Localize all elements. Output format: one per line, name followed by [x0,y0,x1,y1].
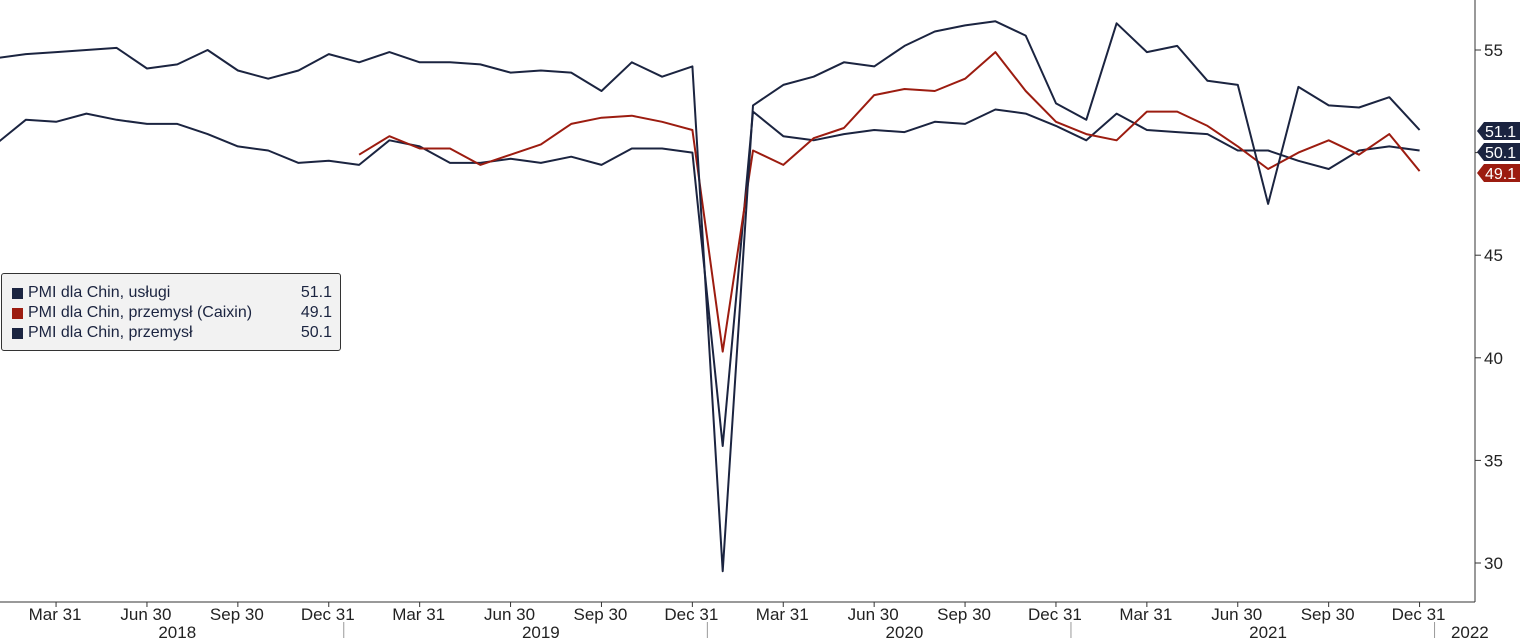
x-tick-label: Dec 31 [1392,605,1446,624]
x-year-label: 2022 [1451,623,1489,638]
x-tick-label: Mar 31 [1119,605,1172,624]
x-tick-label: Dec 31 [301,605,355,624]
badge-value: 49.1 [1485,166,1516,183]
y-tick-label: 35 [1484,451,1503,470]
x-year-label: 2019 [522,623,560,638]
series-line-0 [0,20,1421,573]
badge-shape [1477,143,1520,161]
x-tick-label: Mar 31 [756,605,809,624]
last-value-badge-1: 49.1 [1477,164,1520,183]
legend-series-name: PMI dla Chin, przemysł [28,324,193,341]
x-tick-label: Sep 30 [1301,605,1355,624]
x-tick-label: Sep 30 [937,605,991,624]
badge-shape [1477,122,1520,140]
last-value-badges: 51.1 49.1 50.1 [1477,122,1520,183]
badge-shape [1477,164,1520,182]
badge-value: 50.1 [1485,145,1516,162]
last-value-badge-2: 50.1 [1477,143,1520,162]
y-tick-label: 40 [1484,349,1503,368]
x-tick-label: Jun 30 [848,605,899,624]
axes [0,0,1476,603]
badge-value: 51.1 [1485,124,1516,141]
x-tick-label: Mar 31 [29,605,82,624]
y-tick-label: 30 [1484,554,1503,573]
legend-series-value: 49.1 [300,304,332,321]
legend-series-name: PMI dla Chin, przemysł (Caixin) [28,304,253,321]
legend-swatch [12,327,23,339]
x-tick-label: Sep 30 [574,605,628,624]
series-lines [0,20,1421,573]
x-tick-label: Dec 31 [664,605,718,624]
series-line-1 [358,51,1421,353]
x-tick-label: Mar 31 [392,605,445,624]
x-tick-label: Jun 30 [120,605,171,624]
x-tick-label: Jun 30 [484,605,535,624]
x-tick-label: Jun 30 [1211,605,1262,624]
x-ticks: Mar 31 Jun 30 Sep 30 Dec 31 Mar 31 Jun 30 Sep … [29,602,1489,638]
legend-swatch [12,307,23,319]
x-tick-label: Dec 31 [1028,605,1082,624]
x-year-label: 2018 [158,623,196,638]
legend-item: PMI dla Chin, przemysł 50.1 [12,323,332,343]
legend-item: PMI dla Chin, przemysł (Caixin) 49.1 [12,303,332,323]
series-line-2 [0,108,1420,447]
last-value-badge-0: 51.1 [1477,122,1520,141]
legend-series-name: PMI dla Chin, usługi [28,284,171,301]
x-tick-label: Sep 30 [210,605,264,624]
legend-swatch [12,287,23,299]
x-year-label: 2020 [886,623,924,638]
y-tick-label: 55 [1484,41,1503,60]
legend-series-value: 50.1 [300,324,332,341]
y-tick-label: 45 [1484,246,1503,265]
legend-item: PMI dla Chin, usługi 51.1 [12,283,332,303]
legend-series-value: 51.1 [300,284,332,301]
y-ticks: 303540455055 [1475,41,1503,573]
x-year-label: 2021 [1249,623,1287,638]
legend: PMI dla Chin, usługi 51.1 PMI dla Chin, pr… [1,273,341,351]
